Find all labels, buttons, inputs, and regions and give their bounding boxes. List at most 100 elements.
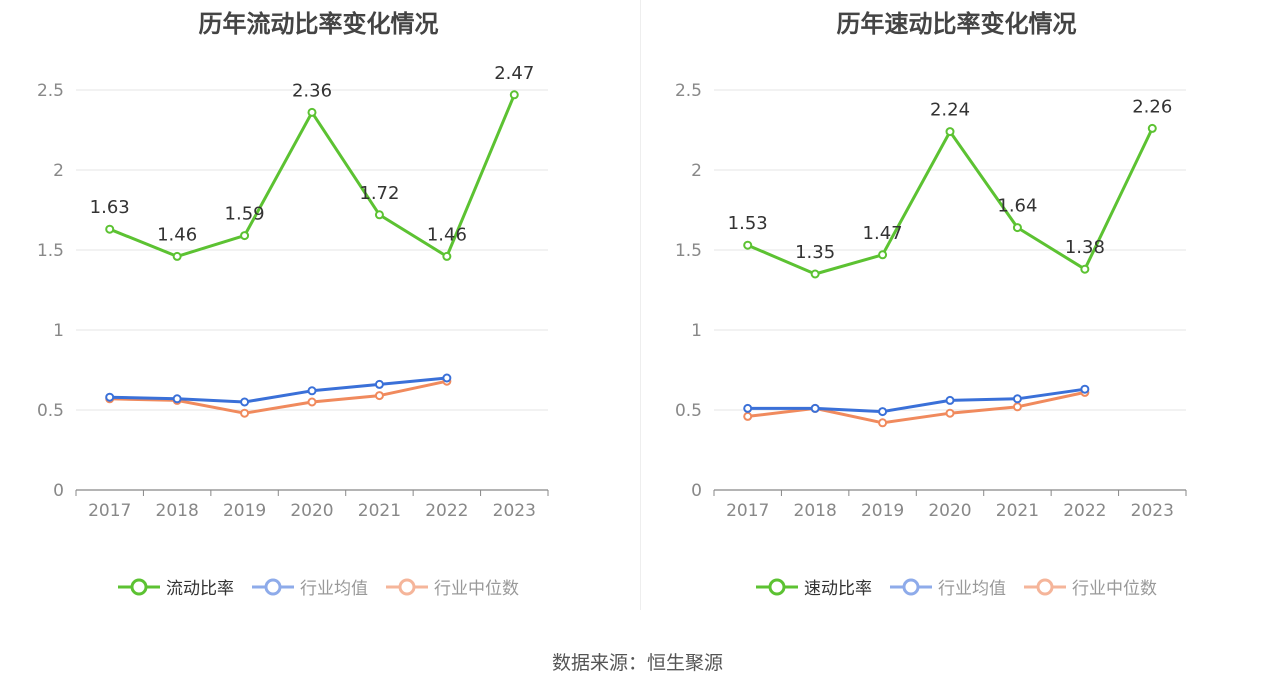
main-series-point[interactable] bbox=[743, 240, 753, 250]
average-series-point[interactable] bbox=[1012, 394, 1022, 404]
y-tick-label: 1 bbox=[691, 321, 702, 341]
y-tick-label: 2 bbox=[691, 161, 702, 181]
average-series-point[interactable] bbox=[442, 373, 452, 383]
legend-item-current-ratio[interactable]: 流动比率 bbox=[118, 574, 234, 599]
median-series-point[interactable] bbox=[945, 408, 955, 418]
data-label: 1.47 bbox=[863, 223, 903, 244]
y-tick-label: 0.5 bbox=[675, 401, 702, 421]
median-series-point[interactable] bbox=[240, 408, 250, 418]
average-series-point[interactable] bbox=[945, 395, 955, 405]
main-series-point[interactable] bbox=[240, 231, 250, 241]
data-label: 1.63 bbox=[90, 197, 130, 218]
data-label: 1.46 bbox=[427, 224, 467, 245]
legend-label: 行业中位数 bbox=[1072, 579, 1157, 599]
y-tick-label: 1 bbox=[53, 321, 64, 341]
x-tick-label: 2019 bbox=[861, 501, 904, 521]
median-series-point[interactable] bbox=[307, 397, 317, 407]
average-series-point[interactable] bbox=[307, 386, 317, 396]
x-tick-label: 2019 bbox=[223, 501, 266, 521]
main-series-point[interactable] bbox=[1080, 264, 1090, 274]
legend-item-industry-median[interactable]: 行业中位数 bbox=[1024, 574, 1157, 599]
legend-label: 行业均值 bbox=[300, 579, 368, 599]
y-tick-label: 0.5 bbox=[37, 401, 64, 421]
data-label: 1.72 bbox=[359, 183, 399, 204]
main-series-point[interactable] bbox=[307, 107, 317, 117]
main-series-point[interactable] bbox=[810, 269, 820, 279]
average-series-point[interactable] bbox=[172, 394, 182, 404]
legend-label: 行业中位数 bbox=[434, 579, 519, 599]
blue-line-marker-icon bbox=[890, 578, 932, 595]
main-series-point[interactable] bbox=[1147, 123, 1157, 133]
y-tick-label: 0 bbox=[691, 481, 702, 501]
quick-ratio-chart: 历年速动比率变化情况 0 0.5 1 1.5 2 2.5 2017 2018 2019 2020 2… bbox=[638, 0, 1275, 610]
data-label: 1.64 bbox=[997, 196, 1037, 217]
green-line-marker-icon bbox=[756, 578, 798, 595]
median-series-line bbox=[109, 379, 448, 415]
average-series-line bbox=[747, 387, 1086, 414]
median-series-point[interactable] bbox=[1012, 402, 1022, 412]
legend-item-industry-median[interactable]: 行业中位数 bbox=[386, 574, 519, 599]
main-series-point[interactable] bbox=[878, 250, 888, 260]
average-series-point[interactable] bbox=[743, 403, 753, 413]
main-series-point[interactable] bbox=[374, 210, 384, 220]
main-series-point[interactable] bbox=[442, 251, 452, 261]
quick-ratio-plot: 0 0.5 1 1.5 2 2.5 2017 2018 2019 2020 2021 2022 2023… bbox=[675, 81, 1187, 521]
average-series-point[interactable] bbox=[1080, 384, 1090, 394]
chart-title: 历年流动比率变化情况 bbox=[198, 10, 439, 38]
data-label: 1.38 bbox=[1065, 237, 1105, 258]
main-series-point[interactable] bbox=[509, 90, 519, 100]
y-tick-label: 1.5 bbox=[675, 241, 702, 261]
x-tick-label: 2021 bbox=[996, 501, 1039, 521]
current-ratio-plot: 0 0.5 1 1.5 2 2.5 2017 2018 2019 2020 2021 2022 2023… bbox=[37, 63, 549, 521]
y-tick-label: 2.5 bbox=[37, 81, 64, 101]
x-tick-label: 2023 bbox=[493, 501, 536, 521]
median-series-point[interactable] bbox=[878, 418, 888, 428]
x-tick-label: 2023 bbox=[1131, 501, 1174, 521]
y-tick-label: 1.5 bbox=[37, 241, 64, 261]
y-tick-label: 2 bbox=[53, 161, 64, 181]
green-line-marker-icon bbox=[118, 578, 160, 595]
main-series-point[interactable] bbox=[105, 224, 115, 234]
average-series-point[interactable] bbox=[374, 379, 384, 389]
x-tick-label: 2022 bbox=[1063, 501, 1106, 521]
average-series-point[interactable] bbox=[810, 403, 820, 413]
x-tick-label: 2017 bbox=[726, 501, 769, 521]
data-label: 2.36 bbox=[292, 80, 332, 101]
x-tick-label: 2022 bbox=[425, 501, 468, 521]
orange-line-marker-icon bbox=[386, 578, 428, 595]
data-label: 2.24 bbox=[930, 100, 970, 121]
y-tick-label: 2.5 bbox=[675, 81, 702, 101]
legend-item-industry-average[interactable]: 行业均值 bbox=[252, 574, 368, 599]
median-series-point[interactable] bbox=[743, 411, 753, 421]
median-series-point[interactable] bbox=[374, 391, 384, 401]
average-series-point[interactable] bbox=[105, 392, 115, 402]
x-tick-label: 2017 bbox=[88, 501, 131, 521]
data-label: 1.53 bbox=[728, 213, 768, 234]
x-tick-label: 2021 bbox=[358, 501, 401, 521]
x-tick-label: 2020 bbox=[928, 501, 971, 521]
main-series-point[interactable] bbox=[172, 251, 182, 261]
data-source-note: 数据来源：恒生聚源 bbox=[551, 652, 723, 674]
x-tick-label: 2020 bbox=[290, 501, 333, 521]
x-tick-label: 2018 bbox=[794, 501, 837, 521]
y-tick-label: 0 bbox=[53, 481, 64, 501]
main-series-point[interactable] bbox=[1012, 223, 1022, 233]
panel-divider bbox=[640, 0, 641, 610]
data-label: 2.47 bbox=[494, 63, 534, 84]
legend-item-industry-average[interactable]: 行业均值 bbox=[890, 574, 1006, 599]
x-tick-label: 2018 bbox=[156, 501, 199, 521]
data-label: 1.59 bbox=[225, 204, 265, 225]
legend-label: 流动比率 bbox=[166, 579, 234, 599]
legend-label: 速动比率 bbox=[804, 579, 872, 599]
data-label: 1.46 bbox=[157, 224, 197, 245]
chart-legend: 速动比率 行业均值 行业中位数 bbox=[638, 574, 1275, 599]
current-ratio-chart: 历年流动比率变化情况 0 0.5 1 1.5 2 2.5 2017 2018 2019 2020 2… bbox=[0, 0, 637, 610]
average-series-line bbox=[109, 376, 447, 404]
main-series-point[interactable] bbox=[945, 127, 955, 137]
blue-line-marker-icon bbox=[252, 578, 294, 595]
average-series-point[interactable] bbox=[878, 407, 888, 417]
chart-legend: 流动比率 行业均值 行业中位数 bbox=[0, 574, 637, 599]
legend-label: 行业均值 bbox=[938, 579, 1006, 599]
legend-item-quick-ratio[interactable]: 速动比率 bbox=[756, 574, 872, 599]
average-series-point[interactable] bbox=[240, 397, 250, 407]
